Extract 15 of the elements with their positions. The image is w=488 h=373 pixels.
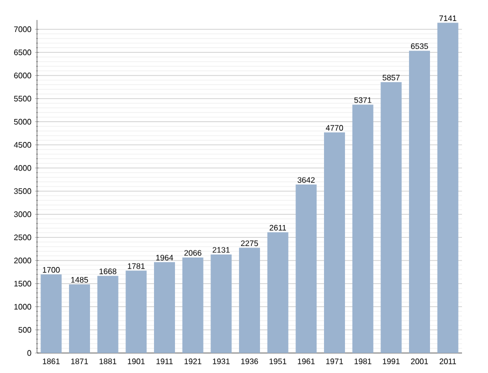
bar	[324, 132, 345, 353]
bar	[40, 274, 62, 353]
bar	[182, 257, 204, 353]
bar	[352, 104, 374, 353]
bar	[239, 248, 260, 353]
bar	[380, 82, 402, 353]
bar	[210, 254, 232, 353]
bar	[154, 262, 175, 353]
bar	[267, 232, 288, 353]
bar	[97, 276, 118, 353]
bar	[296, 184, 317, 353]
bar	[126, 270, 147, 353]
bar	[69, 284, 90, 353]
bar	[409, 50, 430, 353]
bar	[437, 22, 458, 353]
